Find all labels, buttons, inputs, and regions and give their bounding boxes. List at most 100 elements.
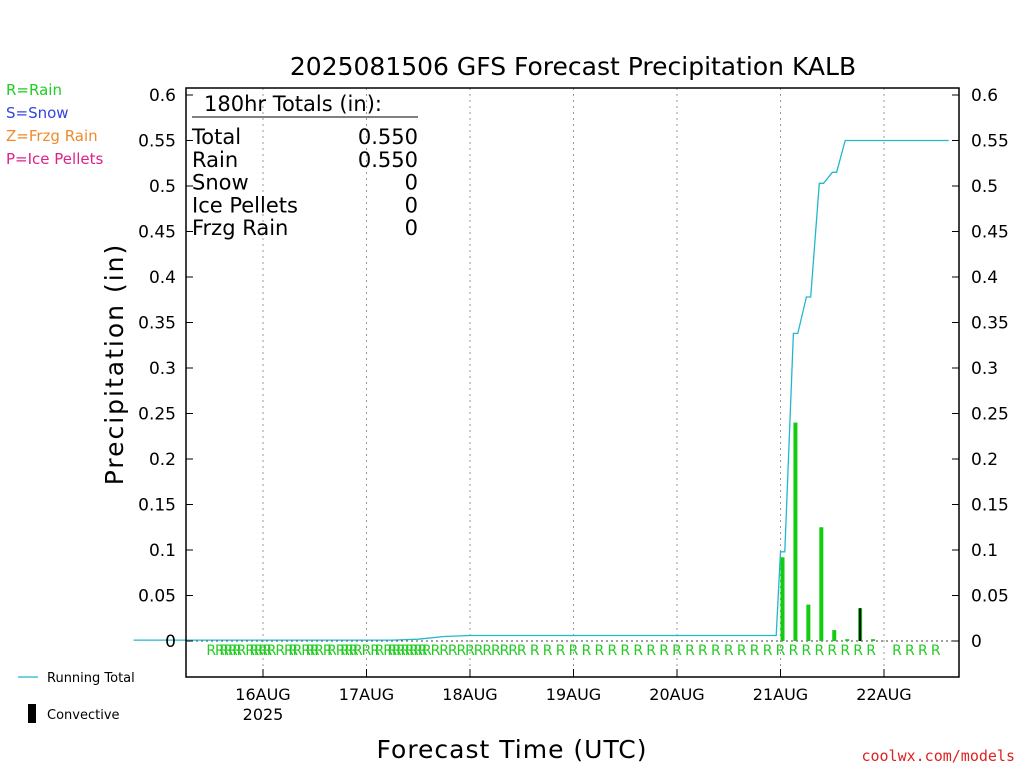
convective-legend-label: Convective [47,708,120,723]
precip-type-marker: R [789,643,799,659]
precip-type-marker: R [508,643,518,659]
precip-type-marker: R [439,643,449,659]
x-tick-label: 20AUG [649,685,704,704]
precip-type-marker: R [646,643,656,659]
y-axis-left: 0 0.05 0.1 0.15 0.2 0.25 0.3 0.35 0.4 0.45 0.5 0.55… [138,86,193,652]
precip-type-marker: R [310,643,320,659]
convective-bar [859,608,862,641]
totals-label: Ice Pellets [192,193,298,217]
precip-type-marker: R [323,643,333,659]
precip-type-marker: R [288,643,298,659]
precip-bars [780,422,876,641]
precip-type-marker: R [353,643,363,659]
precip-type-marker: R [918,643,928,659]
precip-type-marker: R [301,643,311,659]
precip-type-marker: R [724,643,734,659]
precip-type-marker: R [517,643,527,659]
precip-type-marker: R [224,643,234,659]
x-tick-label: 18AUG [442,685,497,704]
precip-type-marker: R [250,643,260,659]
precip-bar [871,639,876,641]
y-tick-label-right: 0.1 [971,541,998,561]
x-tick-sublabel: 2025 [243,705,284,724]
precip-type-marker: R [388,643,398,659]
precip-type-marker: R [267,643,277,659]
y-tick-label-right: 0.55 [971,132,1009,152]
precip-type-marker: R [336,643,346,659]
vertical-gridlines [186,88,959,677]
precip-type-marker: R [556,643,566,659]
y-tick-label-right: 0.15 [971,496,1009,516]
y-tick-label: 0.3 [149,359,176,379]
totals-value: 0 [405,216,418,240]
precip-type-marker: R [802,643,812,659]
y-tick-label-right: 0.05 [971,587,1009,607]
key-rain: R=Rain [6,81,62,99]
x-tick-label: 21AUG [753,685,808,704]
y-tick-label: 0.1 [149,541,176,561]
precip-type-marker: R [219,643,229,659]
precip-type-marker: R [866,643,876,659]
precip-type-marker: R [931,643,941,659]
y-tick-label-right: 0.45 [971,223,1009,243]
x-tick-label: 22AUG [856,685,911,704]
credit-text: coolwx.com/models [861,747,1015,765]
precip-type-marker: R [370,643,380,659]
precip-type-markers: RRRRRRRRRRRRRRRRRRRRRRRRRRRRRRRRRRRRRRRR… [206,643,941,659]
precip-type-marker: R [422,643,432,659]
y-tick-label: 0.55 [138,132,176,152]
precip-type-marker: R [418,643,428,659]
key-frzg-rain: Z=Frzg Rain [6,127,98,145]
key-ice-pellets: P=Ice Pellets [6,150,103,168]
precip-type-marker: R [457,643,467,659]
precip-type-key: R=Rain S=Snow Z=Frzg Rain P=Ice Pellets [6,81,103,168]
x-tick-label: 17AUG [339,685,394,704]
precip-type-marker: R [413,643,423,659]
y-tick-label: 0.4 [149,268,176,288]
precip-type-marker: R [392,643,402,659]
chart-title: 2025081506 GFS Forecast Precipitation KA… [290,52,856,81]
x-tick-label: 16AUG [235,685,290,704]
totals-label: Rain [192,148,238,172]
precip-type-marker: R [400,643,410,659]
x-axis-label: Forecast Time (UTC) [377,735,648,764]
precip-type-marker: R [853,643,863,659]
y-tick-label: 0.35 [138,314,176,334]
y-tick-label: 0.25 [138,405,176,425]
precip-bar [793,422,798,641]
y-tick-label: 0 [165,632,176,652]
precip-type-marker: R [215,643,225,659]
convective-swatch [28,704,36,723]
precip-type-marker: R [258,643,268,659]
y-tick-label: 0.5 [149,177,176,197]
precip-type-marker: R [685,643,695,659]
totals-label: Total [191,125,241,149]
precip-type-marker: R [327,643,337,659]
precip-type-marker: R [474,643,484,659]
y-tick-label: 0.6 [149,86,176,106]
y-tick-label-right: 0.4 [971,268,998,288]
precip-type-marker: R [344,643,354,659]
precip-type-marker: R [275,643,285,659]
precip-type-marker: R [396,643,406,659]
totals-heading: 180hr Totals (in): [204,92,382,116]
precip-type-marker: R [905,643,915,659]
precip-type-marker: R [892,643,902,659]
precip-type-marker: R [633,643,643,659]
precip-type-marker: R [232,643,242,659]
precip-type-marker: R [448,643,458,659]
precip-type-marker: R [543,643,553,659]
precip-type-marker: R [620,643,630,659]
y-tick-label-right: 0.5 [971,177,998,197]
plot-frame [185,87,960,678]
y-tick-label: 0.45 [138,223,176,243]
y-tick-label-right: 0.35 [971,314,1009,334]
precip-type-marker: R [431,643,441,659]
precip-type-marker: R [482,643,492,659]
totals-value: 0.550 [358,125,418,149]
precip-type-marker: R [491,643,501,659]
precip-type-marker: R [500,643,510,659]
precip-type-marker: R [237,643,247,659]
